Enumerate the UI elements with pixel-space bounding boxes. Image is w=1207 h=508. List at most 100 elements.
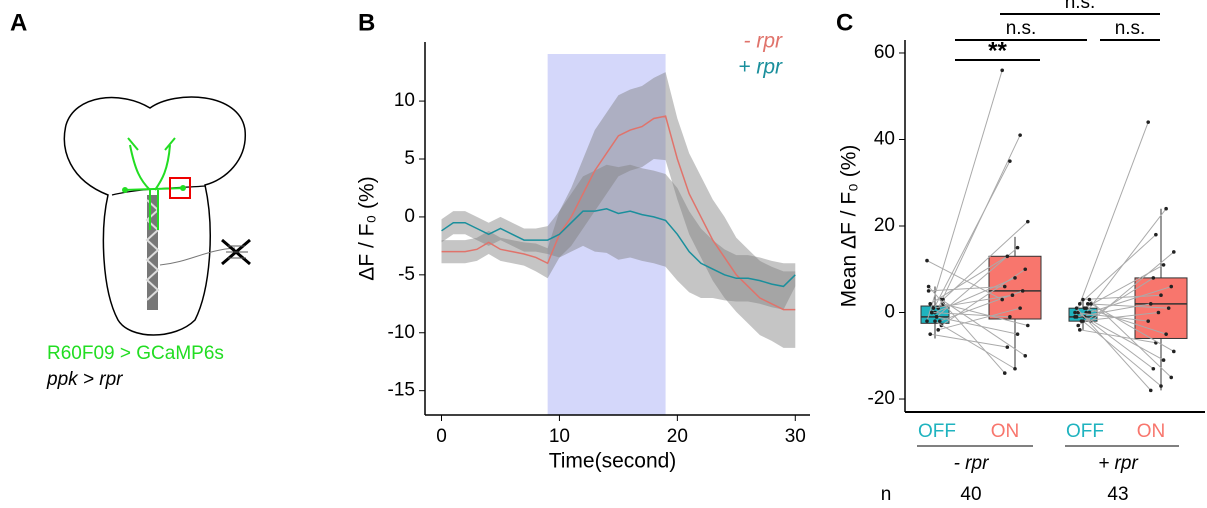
x-tick-label: 10	[549, 426, 570, 447]
n-value: 40	[960, 484, 981, 505]
genotype-label: ppk > rpr	[46, 369, 123, 390]
point	[1146, 120, 1150, 124]
pair-line	[928, 286, 1005, 292]
x-axis-title: Time(second)	[549, 450, 677, 473]
point	[1084, 306, 1088, 310]
legend-label: + rpr	[738, 56, 783, 79]
y-tick-label: 0	[884, 302, 895, 323]
panel-label: C	[836, 9, 853, 36]
pair-line	[1077, 312, 1154, 370]
point	[925, 319, 929, 323]
significance-label: n.s.	[1065, 0, 1096, 13]
error-band	[441, 164, 796, 310]
point	[936, 328, 940, 332]
error-band	[441, 72, 796, 348]
point	[1020, 289, 1025, 293]
significance-label: n.s.	[1115, 18, 1146, 39]
condition-label: OFF	[918, 421, 956, 442]
point	[1089, 302, 1093, 306]
y-axis-title: ΔF / F₀ (%)	[356, 176, 379, 280]
group-label: + rpr	[1098, 453, 1138, 474]
pair-line	[1086, 307, 1167, 335]
pair-line	[1076, 303, 1151, 318]
point	[941, 302, 945, 306]
pair-line	[936, 316, 1018, 335]
significance-label: n.s.	[1006, 18, 1037, 39]
point	[925, 258, 929, 263]
y-tick-label: 5	[404, 148, 415, 169]
group-label: - rpr	[954, 453, 990, 474]
stimulus-window	[547, 54, 666, 415]
point	[1164, 206, 1168, 211]
point	[1081, 297, 1085, 302]
pair-line	[929, 255, 1008, 305]
n-label: n	[881, 484, 892, 505]
point	[1154, 232, 1158, 237]
point	[1087, 310, 1092, 315]
point	[938, 319, 942, 323]
point	[933, 319, 937, 323]
point	[926, 284, 931, 289]
point	[1081, 319, 1085, 323]
point	[1002, 371, 1007, 375]
point	[1169, 284, 1174, 289]
point	[1078, 302, 1082, 306]
point	[934, 315, 939, 319]
series-line	[441, 208, 796, 288]
point	[1015, 332, 1020, 336]
condition-label: ON	[991, 421, 1020, 442]
point	[928, 332, 932, 336]
point	[1159, 384, 1163, 388]
pair-line	[942, 221, 1029, 300]
point	[1026, 219, 1030, 224]
point	[1026, 323, 1030, 328]
y-tick-label: -10	[388, 322, 415, 343]
panel-label: A	[10, 9, 27, 36]
pair-line	[1081, 312, 1159, 322]
legend-label: - rpr	[744, 30, 784, 53]
pair-line	[934, 320, 1016, 370]
pair-line	[933, 294, 1013, 309]
point	[1013, 366, 1017, 371]
pair-line	[1084, 316, 1164, 361]
point	[1151, 276, 1156, 280]
y-tick-label: 40	[874, 129, 895, 150]
point	[1161, 358, 1166, 362]
y-tick-label: -15	[388, 380, 415, 401]
pair-line	[926, 70, 1003, 322]
pair-line	[931, 160, 1011, 313]
pair-line	[934, 277, 1016, 313]
pair-line	[942, 303, 1028, 326]
pair-line	[928, 286, 1006, 374]
y-tick-label: -5	[398, 264, 415, 285]
condition-label: OFF	[1066, 421, 1104, 442]
pair-line	[1074, 122, 1149, 318]
larva-diagram	[63, 96, 251, 336]
pair-line	[1082, 294, 1162, 301]
pair-line	[1079, 234, 1157, 305]
pair-line	[1089, 299, 1172, 378]
point	[1087, 297, 1092, 302]
point	[1151, 366, 1156, 371]
pair-line	[1082, 320, 1162, 387]
pair-line	[941, 268, 1026, 326]
point	[1166, 306, 1171, 310]
pair-line	[1087, 303, 1169, 309]
point	[1010, 293, 1015, 298]
y-tick-label: 20	[874, 215, 895, 236]
point	[1015, 245, 1020, 250]
point	[1023, 267, 1028, 272]
y-tick-label: 0	[404, 206, 415, 227]
point	[1161, 263, 1166, 267]
point	[1156, 310, 1161, 315]
point	[1000, 68, 1004, 73]
point	[1002, 284, 1007, 289]
point	[1023, 353, 1028, 358]
pair-line	[938, 307, 1021, 331]
x-tick-label: 30	[785, 426, 806, 447]
pair-line	[926, 260, 1003, 300]
panel-label: B	[358, 9, 375, 36]
pair-line	[1090, 251, 1175, 322]
point	[926, 289, 931, 293]
